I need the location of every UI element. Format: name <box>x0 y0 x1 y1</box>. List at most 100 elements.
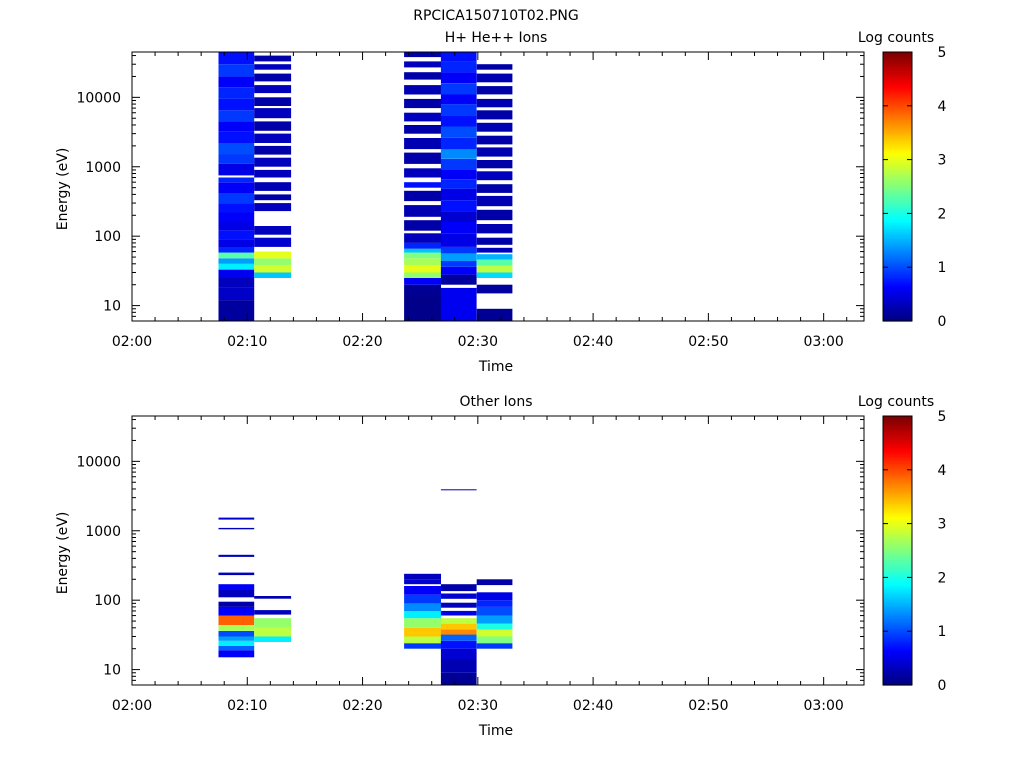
colorbar-step <box>883 148 912 152</box>
colorbar-step <box>883 664 912 668</box>
heatmap-cell <box>218 121 255 132</box>
colorbar-step <box>883 190 912 194</box>
colorbar-step <box>883 309 912 313</box>
panel-title: H+ He++ Ions <box>445 30 548 46</box>
heatmap-cell <box>440 629 477 635</box>
heatmap-cell <box>476 135 513 145</box>
colorbar-step <box>883 159 912 163</box>
heatmap-cell <box>218 212 255 222</box>
heatmap-cell <box>440 274 477 285</box>
colorbar-step <box>883 143 912 147</box>
heatmap-cell <box>404 594 441 604</box>
heatmap-cell <box>440 640 477 649</box>
colorbar-step <box>883 81 912 84</box>
colorbar-tick-label: 0 <box>938 678 947 694</box>
heatmap-cell <box>476 195 513 207</box>
colorbar-step <box>883 460 912 464</box>
colorbar-step <box>883 87 912 91</box>
colorbar-step <box>883 134 912 138</box>
colorbar-step <box>883 269 912 273</box>
colorbar-step <box>883 593 912 596</box>
heatmap-cell <box>476 592 513 601</box>
y-axis-label: Energy (eV) <box>55 148 71 231</box>
colorbar-step <box>883 516 912 520</box>
heatmap-cell <box>476 110 513 120</box>
colorbar-step <box>883 604 912 608</box>
heatmap-cell <box>254 265 292 273</box>
colorbar-step <box>883 667 912 670</box>
colorbar-tick-label: 2 <box>938 206 947 222</box>
heatmap-cell <box>254 194 292 201</box>
colorbar-step <box>883 436 912 440</box>
colorbar-step <box>883 481 912 484</box>
heatmap-cell <box>440 52 477 62</box>
heatmap-cell <box>404 586 441 595</box>
colorbar-step <box>883 566 912 570</box>
colorbar-step <box>883 215 912 219</box>
heatmap-cell <box>476 259 513 266</box>
page-title: RPCICA150710T02.PNG <box>413 8 578 24</box>
colorbar-step <box>883 418 912 422</box>
colorbar-step <box>883 123 912 127</box>
heatmap-cell <box>254 618 292 628</box>
y-tick-label: 1000 <box>85 160 121 176</box>
colorbar-step <box>883 63 912 67</box>
colorbar-step <box>883 584 912 587</box>
heatmap-cell <box>440 188 477 201</box>
heatmap-cell <box>254 636 292 642</box>
colorbar-step <box>883 255 912 259</box>
colorbar-step <box>883 168 912 172</box>
colorbar-step <box>883 581 912 585</box>
colorbar-step <box>883 74 912 78</box>
colorbar-step <box>883 644 912 648</box>
colorbar-step <box>883 173 912 176</box>
heatmap-cell <box>404 98 441 109</box>
colorbar-step <box>883 624 912 628</box>
heatmap-cell <box>218 154 255 164</box>
panel-other-ions: Other Ions Log counts Time Energy (eV) 0… <box>55 394 947 739</box>
colorbar-step <box>883 128 912 132</box>
colorbar-step <box>883 253 912 257</box>
colorbar-step <box>883 525 912 529</box>
colorbar-step <box>883 280 912 284</box>
heatmap-cell <box>404 220 441 231</box>
colorbar-step <box>883 150 912 154</box>
heatmap-cell <box>440 623 477 630</box>
colorbar-step <box>883 590 912 594</box>
colorbar-step <box>883 680 912 684</box>
heatmap-cell <box>404 258 441 266</box>
colorbar-step <box>883 240 912 244</box>
heatmap-cell <box>404 182 441 188</box>
colorbar-step <box>883 646 912 650</box>
heatmap-cell <box>218 87 255 99</box>
colorbar-step <box>883 121 912 125</box>
heatmap-cell <box>404 125 441 134</box>
heatmap-cell <box>404 278 441 285</box>
colorbar-step <box>883 514 912 518</box>
colorbar-step <box>883 52 912 55</box>
heatmap-cell <box>218 517 255 520</box>
colorbar-step <box>883 451 912 455</box>
heatmap-cell <box>440 94 477 105</box>
colorbar-step <box>883 184 912 188</box>
heatmap-cell <box>404 205 441 217</box>
x-tick-label: 02:10 <box>227 698 267 714</box>
colorbar-step <box>883 96 912 100</box>
colorbar-step <box>883 658 912 661</box>
colorbar-step <box>883 101 912 105</box>
colorbar-step <box>883 242 912 246</box>
heatmap-cell <box>476 147 513 157</box>
heatmap-cell <box>404 284 441 296</box>
colorbar-step <box>883 296 912 300</box>
y-tick-label: 10 <box>103 299 121 315</box>
heatmap-cell <box>440 200 477 212</box>
heatmap-cell <box>440 287 477 321</box>
colorbar-step <box>883 489 912 493</box>
colorbar-step <box>883 204 912 208</box>
colorbar-step <box>883 170 912 174</box>
colorbar-step <box>883 496 912 500</box>
colorbar-step <box>883 649 912 652</box>
colorbar-step <box>883 454 912 457</box>
colorbar-tick-label: 1 <box>938 624 947 640</box>
colorbar-tick-label: 3 <box>938 517 947 533</box>
